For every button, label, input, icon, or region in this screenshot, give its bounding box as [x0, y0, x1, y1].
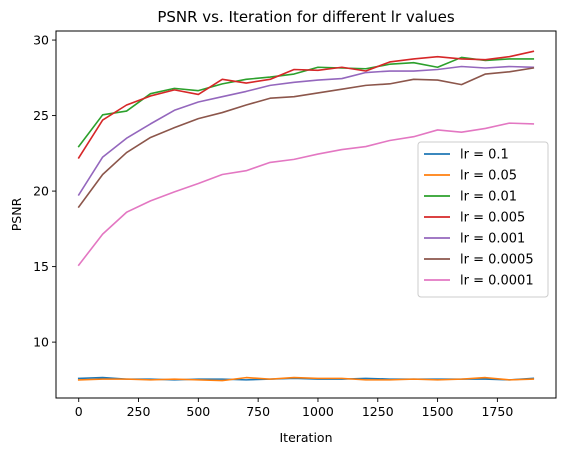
x-axis-label: Iteration [279, 430, 332, 445]
legend-label-4: lr = 0.001 [460, 232, 525, 247]
series-layer [77, 50, 535, 382]
legend: lr = 0.1 lr = 0.05 lr = 0.01 lr = 0.005 lr =… [417, 141, 549, 298]
y-tick-label: 10 [33, 335, 49, 350]
legend-label-0: lr = 0.1 [460, 148, 509, 163]
legend-label-3: lr = 0.005 [460, 211, 525, 226]
x-tick-label: 500 [186, 404, 210, 419]
series-line-5 [77, 67, 535, 209]
x-tick-label: 250 [127, 404, 151, 419]
x-tick-label: 1500 [422, 404, 454, 419]
y-tick-label: 20 [33, 184, 49, 199]
series-line-6 [77, 122, 535, 267]
legend-box [417, 141, 549, 298]
chart-title: PSNR vs. Iteration for different lr valu… [157, 8, 455, 26]
legend-label-6: lr = 0.0001 [460, 274, 534, 289]
y-tick-label: 25 [33, 108, 49, 123]
series-line-3 [77, 50, 535, 159]
x-tick-label: 1250 [362, 404, 394, 419]
plot-area-frame [55, 30, 557, 399]
y-tick-label: 30 [33, 33, 49, 48]
x-tick-label: 1000 [302, 404, 334, 419]
series-line-1 [77, 376, 535, 382]
series-line-2 [77, 56, 535, 148]
y-axis-ticks: 10 15 20 25 30 [33, 33, 56, 350]
x-axis-ticks: 0 250 500 750 1000 1250 1500 1750 [75, 398, 513, 419]
x-tick-label: 750 [246, 404, 270, 419]
y-axis-label: PSNR [9, 197, 24, 231]
legend-label-5: lr = 0.0005 [460, 253, 534, 268]
legend-label-2: lr = 0.01 [460, 190, 517, 205]
series-line-4 [77, 65, 535, 196]
y-tick-label: 15 [33, 259, 49, 274]
x-tick-label: 0 [75, 404, 83, 419]
legend-label-1: lr = 0.05 [460, 169, 517, 184]
x-tick-label: 1750 [481, 404, 513, 419]
